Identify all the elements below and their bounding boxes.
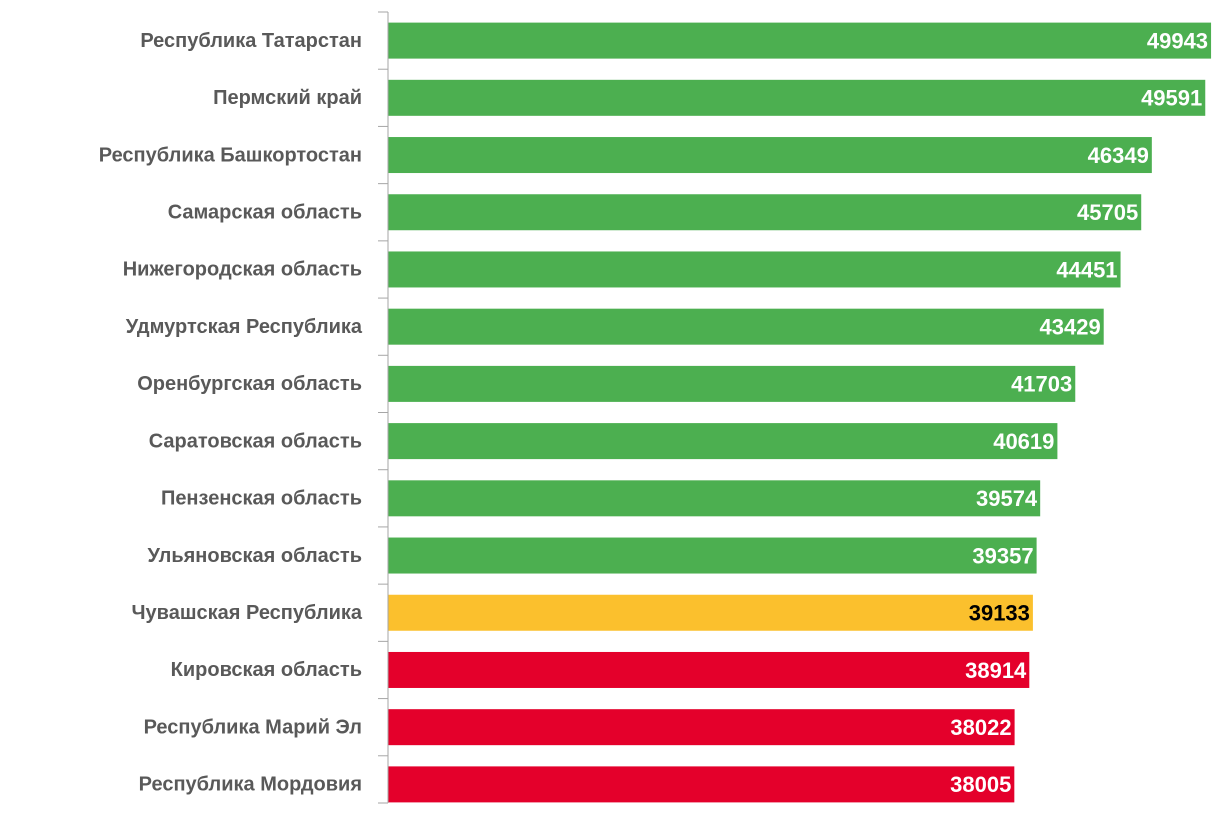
category-label: Удмуртская Республика	[126, 316, 363, 338]
value-label: 49591	[1141, 86, 1202, 111]
category-label: Пермский край	[213, 87, 362, 109]
category-label: Пензенская область	[161, 488, 362, 510]
value-label: 45705	[1077, 200, 1138, 225]
category-label: Кировская область	[171, 659, 362, 681]
bar	[388, 251, 1121, 288]
value-label: 41703	[1011, 372, 1072, 397]
bar	[388, 651, 1030, 688]
value-label: 40619	[993, 429, 1054, 454]
value-label: 39357	[972, 543, 1033, 568]
value-label: 39133	[969, 601, 1030, 626]
category-label: Республика Башкортостан	[99, 144, 362, 166]
bar	[388, 194, 1142, 231]
value-label: 38914	[965, 658, 1027, 683]
bar	[388, 137, 1152, 174]
bar	[388, 423, 1058, 460]
category-label: Саратовская область	[149, 430, 362, 452]
bar	[388, 709, 1015, 746]
category-label: Оренбургская область	[137, 373, 362, 395]
value-label: 39574	[976, 486, 1038, 511]
value-label: 38022	[950, 715, 1011, 740]
bar	[388, 480, 1041, 517]
category-label: Нижегородская область	[123, 259, 362, 281]
category-label: Республика Мордовия	[139, 774, 362, 796]
category-label: Ульяновская область	[147, 545, 362, 567]
value-label: 38005	[950, 772, 1011, 797]
bar	[388, 365, 1076, 402]
bar	[388, 308, 1104, 345]
value-label: 46349	[1088, 143, 1149, 168]
value-label: 43429	[1040, 314, 1101, 339]
value-label: 44451	[1056, 257, 1117, 282]
value-label: 49943	[1147, 28, 1208, 53]
category-label: Самарская область	[168, 202, 362, 224]
category-label: Республика Марий Эл	[144, 716, 362, 738]
bar	[388, 537, 1037, 574]
category-label: Республика Татарстан	[140, 30, 362, 52]
category-label: Чувашская Республика	[132, 602, 363, 624]
bar	[388, 22, 1212, 59]
bar	[388, 766, 1015, 803]
bar	[388, 79, 1206, 116]
bar	[388, 594, 1033, 631]
